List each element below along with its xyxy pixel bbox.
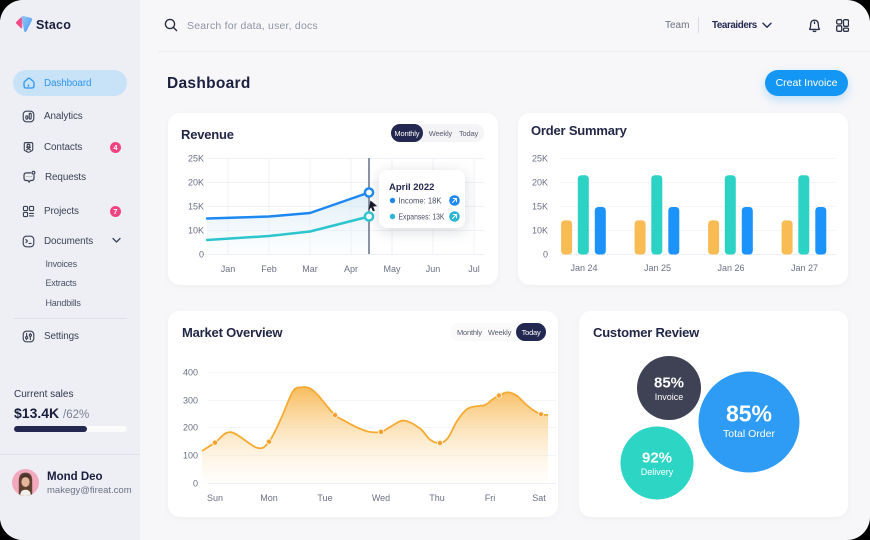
svg-text:20K: 20K <box>532 178 548 188</box>
svg-text:Delivery: Delivery <box>641 467 674 477</box>
svg-text:Jul: Jul <box>468 264 480 274</box>
svg-text:0: 0 <box>193 479 198 489</box>
svg-text:92%: 92% <box>642 450 672 467</box>
svg-text:Mon: Mon <box>260 493 278 503</box>
svg-text:15K: 15K <box>532 202 548 212</box>
svg-text:Apr: Apr <box>344 264 358 274</box>
svg-text:10K: 10K <box>532 226 548 236</box>
svg-text:10K: 10K <box>188 226 204 236</box>
svg-text:Expanses: 13K: Expanses: 13K <box>399 212 445 222</box>
svg-text:0: 0 <box>199 250 204 260</box>
svg-text:25K: 25K <box>532 154 548 164</box>
svg-text:85%: 85% <box>654 375 684 392</box>
svg-text:Jan: Jan <box>221 264 236 274</box>
svg-text:Jun: Jun <box>426 264 441 274</box>
svg-text:Income: 18K: Income: 18K <box>399 196 442 206</box>
svg-text:Wed: Wed <box>372 493 390 503</box>
svg-text:Jan 26: Jan 26 <box>717 263 744 273</box>
svg-text:Thu: Thu <box>429 493 445 503</box>
svg-text:0: 0 <box>543 250 548 260</box>
svg-text:Mar: Mar <box>302 264 318 274</box>
svg-text:Invoice: Invoice <box>655 392 684 402</box>
svg-text:Jan 25: Jan 25 <box>644 263 671 273</box>
svg-text:Tue: Tue <box>317 493 332 503</box>
svg-text:85%: 85% <box>726 401 772 427</box>
svg-text:25K: 25K <box>188 154 204 164</box>
svg-text:200: 200 <box>183 423 198 433</box>
svg-text:May: May <box>383 264 401 274</box>
svg-text:Feb: Feb <box>261 264 277 274</box>
svg-text:Sat: Sat <box>532 493 546 503</box>
svg-text:300: 300 <box>183 396 198 406</box>
svg-text:15K: 15K <box>188 202 204 212</box>
svg-text:400: 400 <box>183 368 198 378</box>
svg-text:20K: 20K <box>188 178 204 188</box>
svg-text:Fri: Fri <box>485 493 496 503</box>
svg-text:Sun: Sun <box>207 493 223 503</box>
svg-text:Total Order: Total Order <box>723 428 775 440</box>
svg-text:April 2022: April 2022 <box>389 182 434 193</box>
svg-text:Jan 24: Jan 24 <box>570 263 597 273</box>
svg-text:100: 100 <box>183 451 198 461</box>
svg-text:Jan 27: Jan 27 <box>791 263 818 273</box>
